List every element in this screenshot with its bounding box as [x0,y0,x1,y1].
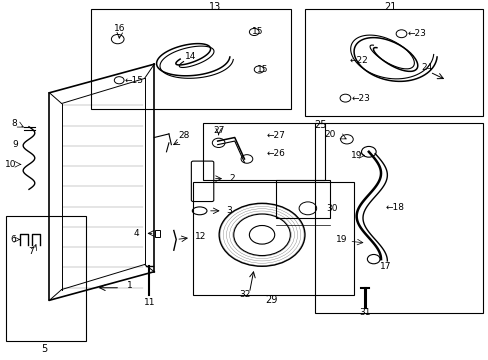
Text: ←26: ←26 [266,149,285,158]
Text: 21: 21 [384,2,396,12]
Text: 1: 1 [127,282,133,291]
Text: 3: 3 [226,206,232,215]
Text: 10: 10 [5,160,16,169]
Text: 2: 2 [228,174,234,183]
Text: 15: 15 [256,65,267,74]
Text: 16: 16 [114,24,125,33]
Text: 30: 30 [326,204,337,213]
Text: 7: 7 [28,247,34,256]
Text: 19: 19 [336,235,347,244]
Bar [155,230,159,237]
Bar [91,9,290,109]
Text: ←18: ←18 [385,203,404,212]
Text: 31: 31 [359,308,370,317]
Text: 17: 17 [379,262,391,271]
Text: 8: 8 [11,119,17,128]
Text: 19: 19 [350,151,362,160]
Text: 14: 14 [185,53,196,62]
Text: ←15: ←15 [125,76,144,85]
Text: ←23: ←23 [351,94,370,103]
Text: 25: 25 [313,120,325,130]
Text: 4: 4 [134,229,140,238]
Bar [5,216,86,341]
Text: ←22: ←22 [348,56,367,65]
Text: 11: 11 [143,298,155,307]
Text: 15: 15 [251,27,263,36]
Text: ←27: ←27 [266,131,285,140]
Text: 20: 20 [324,130,335,139]
Text: ←23: ←23 [407,29,426,38]
Text: 27: 27 [213,126,224,135]
Text: 9: 9 [12,140,18,149]
Bar [276,180,329,218]
Text: 29: 29 [264,295,277,305]
Bar [315,123,483,313]
Text: 24: 24 [421,63,432,72]
Text: 5: 5 [41,343,48,354]
Text: 32: 32 [238,291,250,300]
Text: 13: 13 [209,2,221,12]
Bar [193,182,353,295]
Bar [305,9,483,116]
Text: 6: 6 [10,235,16,244]
Bar [203,123,325,180]
Text: 12: 12 [194,233,206,242]
Text: 28: 28 [178,131,189,140]
